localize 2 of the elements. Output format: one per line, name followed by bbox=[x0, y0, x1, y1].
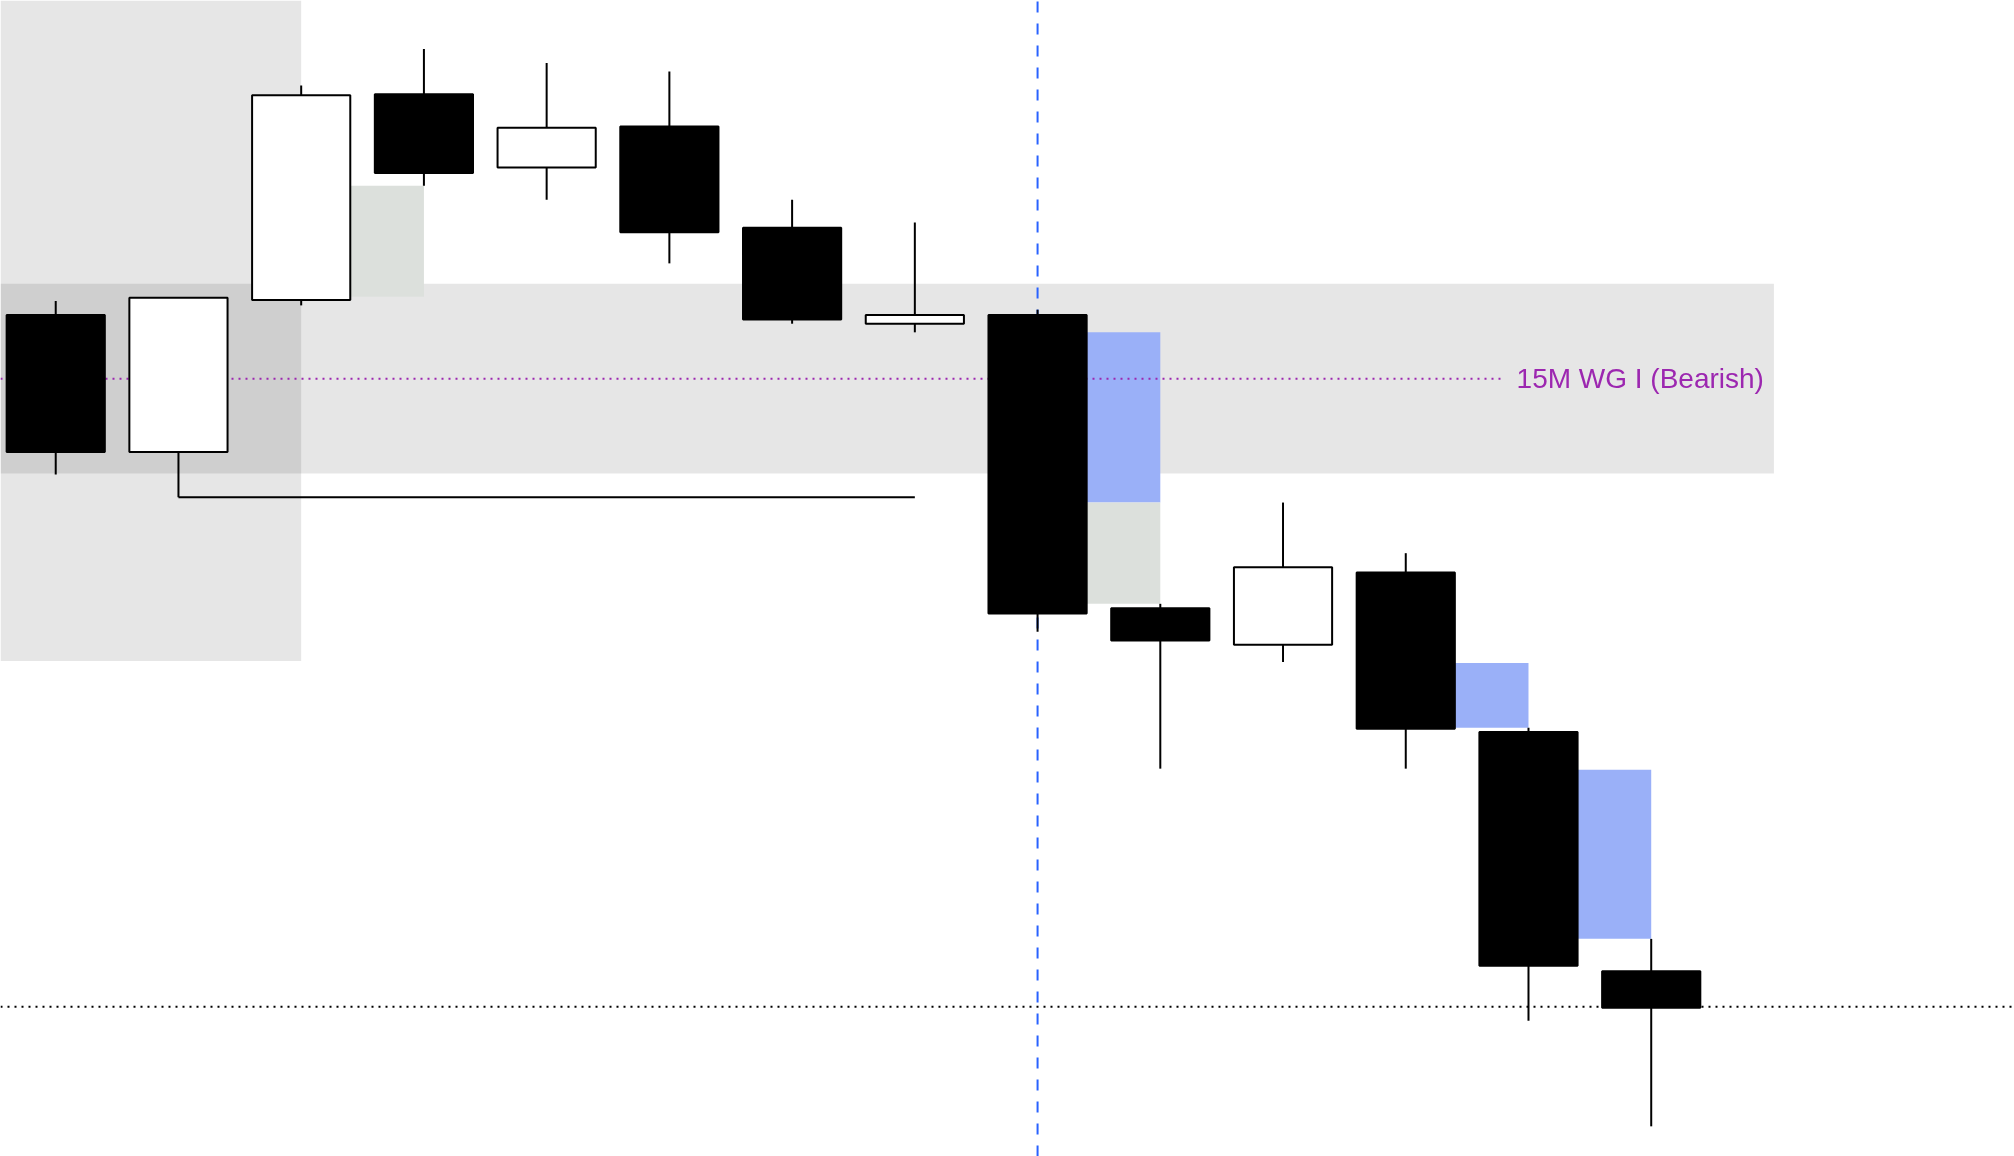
candlestick bbox=[864, 221, 965, 334]
ref-line-label: 15M WG I (Bearish) bbox=[1516, 363, 1764, 395]
